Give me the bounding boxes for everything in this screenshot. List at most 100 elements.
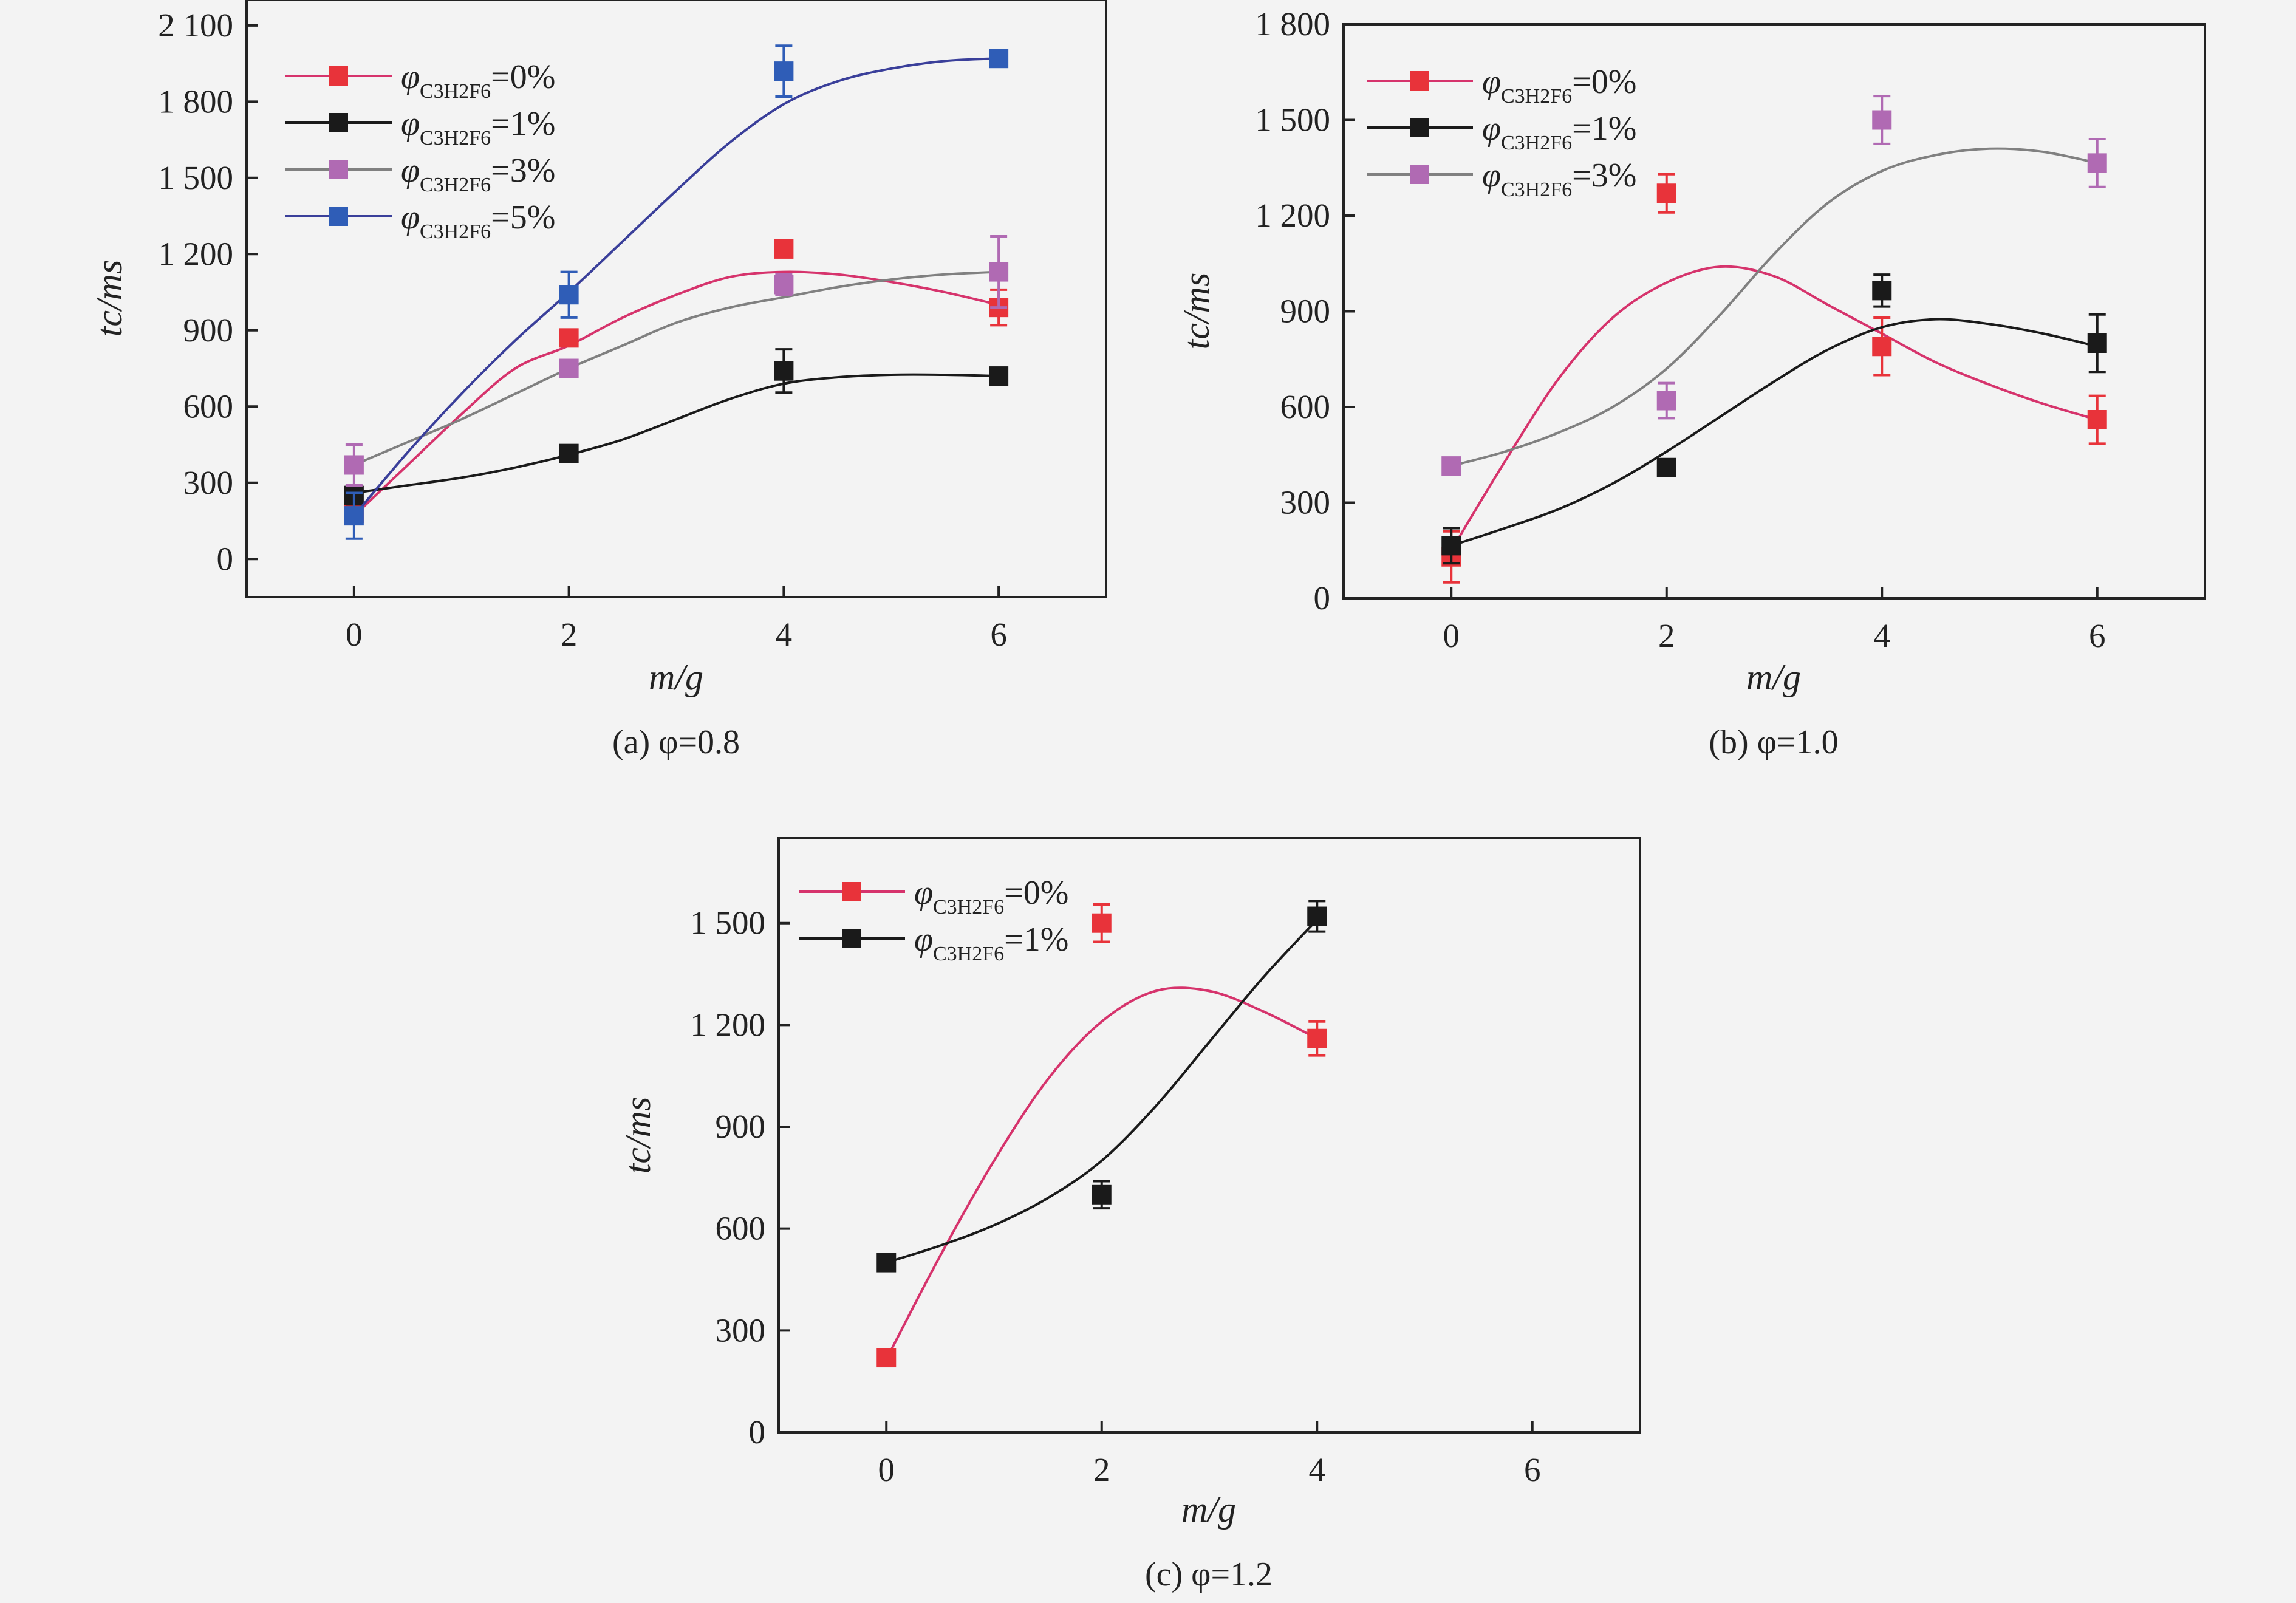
y-tick-label: 300 — [1280, 484, 1331, 521]
y-tick-label: 1 200 — [158, 235, 233, 272]
y-tick-label: 300 — [183, 464, 234, 501]
data-point — [876, 1253, 897, 1273]
legend-marker — [1410, 118, 1429, 137]
data-point — [1441, 456, 1461, 476]
data-point — [559, 285, 579, 305]
legend-label: φC3H2F6=0% — [914, 874, 1068, 918]
data-point — [2087, 153, 2107, 173]
y-tick-label: 0 — [217, 540, 234, 577]
data-point — [774, 61, 794, 81]
y-tick-label: 0 — [749, 1413, 766, 1451]
data-point — [2087, 410, 2107, 429]
fit-curve — [1450, 265, 2098, 552]
panel-c: 0 300 600 900 1 200 1 500 0 2 4 6 tc/ms m/g (c) φ=1.… — [618, 837, 1641, 1593]
legend-label: φC3H2F6=3% — [401, 152, 555, 196]
x-tick-label: 6 — [990, 616, 1007, 653]
data-point — [2087, 333, 2107, 353]
y-tick-label: 900 — [1280, 293, 1331, 330]
data-point — [1872, 281, 1892, 301]
data-point — [1441, 536, 1461, 556]
y-axis-label: tc/ms — [1177, 273, 1217, 350]
x-tick-label: 2 — [561, 616, 578, 653]
x-axis-label: m/g — [649, 657, 703, 697]
legend-label: φC3H2F6=5% — [401, 199, 555, 243]
x-tick-label: 0 — [1443, 617, 1460, 654]
panel-a: 0 300 600 900 1 200 1 500 1 800 2 100 0 2 4 6 tc/ms m… — [89, 0, 1107, 761]
data-point — [774, 275, 794, 295]
data-point — [989, 262, 1009, 282]
y-axis-label: tc/ms — [618, 1097, 658, 1174]
x-tick-label: 4 — [1874, 617, 1891, 654]
x-axis-label: m/g — [1181, 1489, 1236, 1530]
y-tick-label: 2 100 — [158, 7, 233, 44]
y-tick-label: 600 — [1280, 388, 1331, 425]
y-tick-label: 300 — [716, 1311, 766, 1348]
x-tick-label: 0 — [878, 1451, 895, 1488]
data-point — [559, 358, 579, 378]
fit-curve — [886, 918, 1318, 1264]
legend-marker — [329, 113, 348, 132]
plot-frame — [777, 837, 1641, 1434]
y-tick-label: 1 800 — [158, 83, 233, 120]
legend-marker — [1410, 165, 1429, 184]
fit-curve — [1450, 147, 2098, 468]
panel-caption: (b) φ=1.0 — [1709, 723, 1838, 761]
y-tick-label: 0 — [1314, 579, 1331, 617]
data-point — [1307, 906, 1327, 926]
x-tick-label: 2 — [1658, 617, 1675, 654]
x-axis-label: m/g — [1746, 657, 1801, 697]
legend-marker — [842, 882, 861, 901]
legend-label: φC3H2F6=3% — [1482, 157, 1636, 201]
legend-marker — [1410, 71, 1429, 91]
fit-curve — [353, 57, 999, 517]
legend-marker — [329, 207, 348, 226]
x-tick-label: 4 — [776, 616, 793, 653]
y-tick-label: 600 — [716, 1210, 766, 1247]
data-point — [1092, 913, 1112, 933]
x-tick-label: 0 — [346, 616, 363, 653]
y-tick-label: 1 200 — [690, 1006, 765, 1043]
y-axis-label: tc/ms — [89, 260, 129, 337]
x-tick-label: 6 — [2089, 617, 2106, 654]
legend-label: φC3H2F6=0% — [1482, 63, 1636, 108]
legend-label: φC3H2F6=1% — [1482, 110, 1636, 154]
data-point — [1092, 1184, 1112, 1205]
x-tick-label: 6 — [1524, 1451, 1541, 1488]
data-point — [774, 361, 794, 381]
panel-caption: (a) φ=0.8 — [612, 723, 740, 761]
x-tick-label: 4 — [1309, 1451, 1326, 1488]
fit-curve — [354, 270, 999, 467]
y-tick-label: 900 — [183, 312, 234, 349]
data-point — [1656, 391, 1676, 411]
y-tick-label: 1 500 — [690, 904, 765, 942]
data-point — [876, 1348, 897, 1368]
data-point — [1656, 457, 1676, 477]
y-tick-label: 900 — [716, 1108, 766, 1145]
legend-label: φC3H2F6=0% — [401, 58, 555, 103]
data-point — [774, 239, 794, 259]
legend-marker — [329, 66, 348, 86]
data-point — [344, 506, 364, 526]
y-tick-label: 1 500 — [158, 159, 233, 196]
panel-b: 0 300 600 900 1 200 1 500 1 800 0 2 4 6 tc/ms m/g (b)… — [1177, 5, 2206, 761]
legend-label: φC3H2F6=1% — [401, 105, 555, 149]
data-point — [344, 455, 364, 475]
panel-caption: (c) φ=1.2 — [1145, 1556, 1273, 1593]
y-tick-label: 600 — [183, 388, 234, 425]
data-point — [989, 49, 1009, 69]
legend-label: φC3H2F6=1% — [914, 921, 1068, 965]
plot-frame — [245, 0, 1107, 598]
y-tick-label: 1 800 — [1255, 5, 1330, 43]
data-point — [1307, 1028, 1327, 1048]
data-point — [1872, 110, 1892, 130]
data-point — [559, 328, 579, 348]
fit-curve — [885, 986, 1318, 1360]
data-point — [559, 443, 579, 463]
fit-curve — [354, 373, 999, 494]
data-point — [989, 366, 1009, 386]
fit-curve — [1450, 318, 2098, 547]
data-point — [1872, 337, 1892, 357]
data-point — [1656, 183, 1676, 203]
